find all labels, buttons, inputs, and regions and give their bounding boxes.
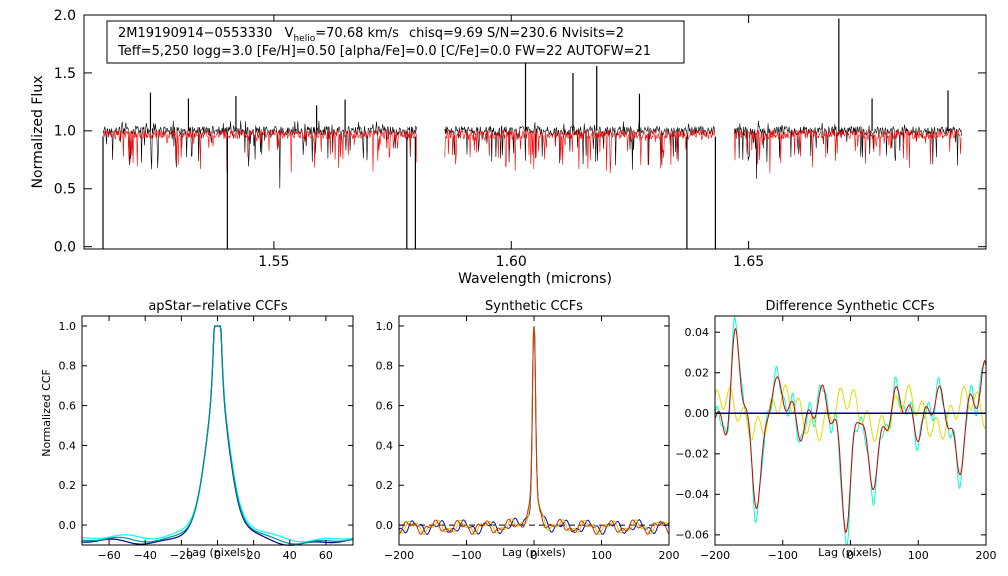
difference-ccf-panel: Difference Synthetic CCFs −200 −100 0 100 20…	[675, 299, 996, 562]
legend-stats: chisq=9.69 S/N=230.6 Nvisits=2	[409, 26, 624, 41]
legend-box	[106, 20, 685, 64]
observed-spectrum-line	[444, 121, 716, 170]
y-tick-label: 0.5	[54, 182, 76, 198]
model-spectrum-line	[734, 129, 962, 174]
visit-2-diff-line	[714, 384, 987, 442]
model-spectrum-line	[444, 128, 716, 174]
y-tick-label: −0.04	[675, 488, 709, 501]
difference-ccf-y-axis: −0.06 −0.04 −0.02 0.00 0.02 0.04	[675, 326, 986, 542]
observed-spectrum-line	[102, 120, 418, 189]
legend-line-1: 2M19190914−0553330 Vhelio=70.68 km/s chi…	[118, 26, 624, 44]
x-tick-label: 200	[976, 549, 997, 562]
x-tick-label: 1.60	[496, 254, 527, 270]
spectrum-ylabel: Normalized Flux	[30, 76, 46, 189]
y-tick-label: 0.00	[685, 407, 710, 420]
combined-ccf-line	[81, 325, 354, 545]
y-tick-label: 0.4	[59, 439, 77, 452]
x-tick-label: −200	[700, 549, 730, 562]
synthetic-ccf-y-axis: 0.0 0.2 0.4 0.6 0.8 1.0	[376, 320, 669, 532]
y-tick-label: −0.02	[675, 448, 709, 461]
difference-ccf-series	[714, 315, 987, 546]
x-tick-label: 200	[659, 549, 680, 562]
visit-2-ccf-line	[398, 325, 670, 535]
y-tick-label: 1.0	[54, 124, 76, 140]
apstar-ccf-frame	[81, 315, 354, 546]
x-tick-label: 1.65	[733, 254, 764, 270]
y-tick-label: 0.0	[376, 519, 394, 532]
synthetic-ccf-title: Synthetic CCFs	[485, 299, 583, 314]
model-spectrum-line	[102, 129, 418, 173]
y-tick-label: 0.6	[59, 399, 77, 412]
x-tick-label: 60	[319, 549, 333, 562]
visit-1-ccf-line	[398, 325, 670, 535]
y-tick-label: 1.0	[59, 320, 77, 333]
y-tick-label: 0.02	[685, 367, 710, 380]
x-tick-label: 20	[247, 549, 261, 562]
spectrum-xlabel: Wavelength (microns)	[458, 271, 612, 287]
synthetic-ccf-panel: Synthetic CCFs −200 −100 0 100 200 0.0 0.2 0.4…	[376, 299, 680, 562]
apstar-ccf-ylabel: Normalized CCF	[40, 369, 53, 457]
y-tick-label: 0.8	[376, 360, 394, 373]
spectrum-series	[102, 18, 962, 249]
synthetic-ccf-series	[398, 325, 670, 535]
apstar-ccf-x-axis: −60 −40 −20 0 20 40 60	[97, 316, 333, 562]
combined-diff-line	[714, 327, 987, 534]
difference-ccf-xlabel: Lag (pixels)	[818, 546, 882, 559]
x-tick-label: 0	[531, 549, 538, 562]
visit-1-ccf-line	[82, 325, 354, 543]
legend-line-2: Teff=5,250 logg=3.0 [Fe/H]=0.50 [alpha/F…	[117, 44, 651, 59]
difference-ccf-x-axis: −200 −100 0 100 200	[700, 316, 997, 562]
legend-v-sub: helio	[294, 34, 316, 44]
x-tick-label: 40	[283, 549, 297, 562]
x-tick-label: 100	[591, 549, 612, 562]
y-tick-label: 2.0	[54, 8, 76, 24]
synthetic-ccf-x-axis: −200 −100 0 100 200	[384, 316, 680, 562]
y-tick-label: 0.6	[376, 399, 394, 412]
spectrum-y-axis: 0.0 0.5 1.0 1.5 2.0	[54, 8, 986, 256]
legend-v-value: =70.68 km/s	[315, 26, 399, 41]
x-tick-label: 0	[214, 549, 221, 562]
synthetic-ccf-frame	[398, 315, 670, 546]
x-tick-label: −100	[768, 549, 798, 562]
spectrum-panel: 1.55 1.60 1.65 0.0 0.5 1.0 1.5 2.0 Wavelength …	[30, 8, 987, 287]
y-tick-label: 0.04	[685, 326, 710, 339]
x-tick-label: −40	[134, 549, 157, 562]
synthetic-ccf-xlabel: Lag (pixels)	[502, 546, 566, 559]
spectrum-x-axis: 1.55 1.60 1.65	[258, 15, 764, 270]
apstar-ccf-series	[81, 325, 354, 546]
y-tick-label: 0.2	[59, 479, 77, 492]
apstar-ccf-y-axis: 0.0 0.2 0.4 0.6 0.8 1.0	[59, 320, 353, 532]
y-tick-label: 0.2	[376, 479, 394, 492]
spectrum-frame	[83, 14, 987, 250]
y-tick-label: 0.0	[54, 240, 76, 256]
y-tick-label: 0.4	[376, 439, 394, 452]
y-tick-label: 0.8	[59, 360, 77, 373]
x-tick-label: −60	[97, 549, 120, 562]
visit-2-ccf-line	[82, 325, 354, 546]
x-tick-label: −200	[384, 549, 414, 562]
y-tick-label: 1.5	[54, 66, 76, 82]
x-tick-label: −20	[170, 549, 193, 562]
spectrum-legend: 2M19190914−0553330 Vhelio=70.68 km/s chi…	[106, 20, 685, 64]
apstar-ccf-title: apStar−relative CCFs	[148, 299, 288, 314]
x-tick-label: 100	[908, 549, 929, 562]
apstar-ccf-xlabel: Lag (pixels)	[186, 546, 250, 559]
y-tick-label: −0.06	[675, 529, 709, 542]
x-tick-label: 1.55	[258, 254, 289, 270]
combined-ccf-line	[399, 325, 670, 535]
observed-spectrum-line	[734, 120, 962, 179]
x-tick-label: 0	[847, 549, 854, 562]
y-tick-label: 1.0	[376, 320, 394, 333]
y-tick-label: 0.0	[59, 519, 77, 532]
legend-star-id: 2M19190914−0553330	[118, 26, 272, 41]
legend-v-prefix: V	[285, 26, 294, 41]
difference-ccf-title: Difference Synthetic CCFs	[765, 299, 934, 314]
apstar-ccf-panel: apStar−relative CCFs −60 −40 −20 0 20 40 60 0.…	[40, 299, 354, 562]
x-tick-label: −100	[451, 549, 481, 562]
